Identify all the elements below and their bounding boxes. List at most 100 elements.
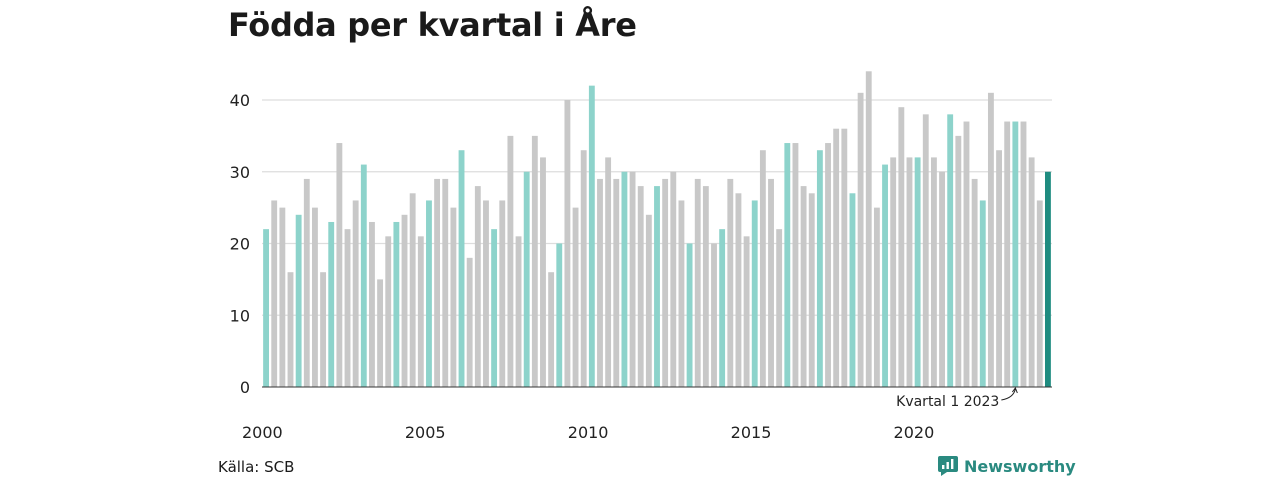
annotation-label: Kvartal 1 2023 — [896, 394, 999, 410]
bar — [605, 157, 612, 387]
bar — [303, 178, 310, 387]
bar — [352, 200, 359, 387]
bar — [857, 92, 864, 387]
bar — [588, 85, 595, 388]
bar — [434, 178, 441, 387]
bar — [825, 143, 831, 387]
bar — [385, 236, 392, 387]
annotation-arrow — [1001, 386, 1018, 401]
bar — [776, 229, 783, 387]
y-tick-label: 20 — [230, 235, 250, 254]
bar — [735, 193, 742, 387]
y-tick-label: 0 — [240, 378, 250, 397]
brand-name: Newsworthy — [964, 456, 1076, 476]
bar — [686, 243, 693, 387]
bar — [800, 186, 807, 387]
bar — [271, 200, 278, 387]
source-note: Källa: SCB — [218, 458, 295, 476]
bar — [841, 128, 848, 387]
brand-logo[interactable]: Newsworthy — [938, 456, 1076, 476]
newsworthy-logo-icon — [938, 456, 958, 476]
bar — [865, 71, 872, 388]
bar — [906, 157, 913, 387]
bar — [426, 200, 432, 387]
bar — [702, 186, 709, 387]
bar — [344, 229, 351, 387]
y-tick-label: 10 — [230, 306, 250, 325]
bar — [491, 229, 498, 387]
bar — [287, 272, 294, 387]
bar — [792, 143, 799, 387]
bar — [564, 100, 571, 387]
bar — [987, 92, 994, 387]
y-tick-label: 40 — [230, 91, 250, 110]
bar — [898, 107, 905, 388]
bar — [572, 207, 579, 388]
bar — [360, 164, 367, 387]
bar — [743, 236, 750, 387]
bar — [963, 121, 970, 387]
bar — [882, 164, 888, 387]
bar — [670, 171, 677, 387]
bar — [320, 272, 327, 387]
bar — [751, 200, 758, 387]
bar — [1045, 171, 1051, 387]
bar — [678, 200, 685, 387]
bar — [409, 193, 416, 387]
bar — [849, 193, 856, 387]
bar — [442, 178, 449, 387]
bar — [393, 221, 400, 387]
bar — [711, 243, 717, 387]
bar — [401, 214, 408, 387]
bar — [784, 143, 791, 387]
x-tick-label: 2020 — [894, 423, 935, 442]
bar — [939, 171, 945, 387]
bar — [531, 135, 538, 388]
bar — [474, 186, 481, 387]
bar — [1012, 121, 1019, 387]
chart-title: Födda per kvartal i Åre — [228, 6, 637, 44]
bar — [1028, 157, 1035, 387]
bar — [930, 157, 937, 387]
bar — [759, 150, 766, 387]
bar — [556, 243, 563, 387]
bar — [654, 186, 660, 387]
bar — [417, 236, 424, 387]
bar — [458, 150, 465, 387]
bar — [833, 128, 840, 387]
bar — [971, 178, 978, 387]
bar — [662, 178, 669, 387]
bar — [312, 207, 318, 388]
y-axis-ticks: 0 10 20 30 40 — [230, 91, 250, 397]
bar — [507, 135, 514, 388]
x-axis-ticks: 2000 2005 2010 2015 2020 — [242, 423, 934, 442]
bar — [597, 178, 603, 387]
bar — [979, 200, 986, 387]
bar — [955, 135, 962, 388]
bar — [694, 178, 701, 387]
bar — [540, 157, 546, 387]
bar — [263, 229, 269, 387]
bar — [523, 171, 530, 387]
bar — [719, 229, 726, 387]
bar — [621, 171, 628, 387]
bar — [873, 207, 880, 388]
bar — [580, 150, 587, 387]
x-tick-label: 2010 — [568, 423, 609, 442]
bar — [645, 214, 652, 387]
bar — [1020, 121, 1027, 387]
bar — [450, 207, 457, 388]
bar — [499, 200, 506, 387]
annotation: Kvartal 1 2023 — [896, 386, 1018, 410]
bar — [922, 114, 929, 387]
bar — [328, 221, 335, 387]
bar — [336, 143, 343, 387]
bar — [1004, 121, 1011, 387]
bar — [914, 157, 921, 387]
bar — [727, 178, 734, 387]
bar — [295, 214, 302, 387]
bar — [637, 186, 644, 387]
bar — [816, 150, 823, 387]
bar — [466, 257, 473, 387]
bar — [377, 279, 384, 388]
